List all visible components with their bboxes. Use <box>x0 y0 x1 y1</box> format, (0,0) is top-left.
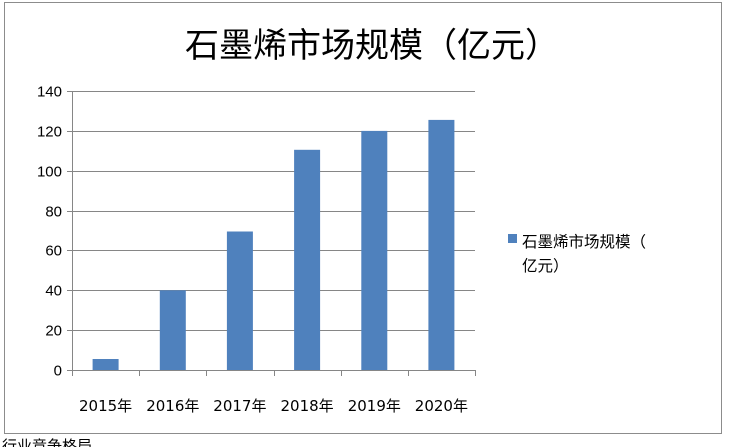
legend-swatch <box>508 234 517 243</box>
y-axis-tick-labels: 0 20 40 60 80 100 120 140 <box>37 84 62 380</box>
legend-label-cont: 亿元） <box>522 257 569 275</box>
y-tick-label: 100 <box>37 164 62 181</box>
bar <box>428 119 455 371</box>
x-category-label: 2019年 <box>348 397 401 415</box>
y-tick-label: 80 <box>45 204 62 221</box>
legend-label: 石墨烯市场规模（ <box>522 233 646 251</box>
x-axis-category-labels: 2015年 2016年 2017年 2018年 2019年 2020年 <box>79 397 468 415</box>
bar <box>294 149 321 370</box>
axes <box>67 91 476 376</box>
bar <box>361 130 388 370</box>
x-category-label: 2015年 <box>79 397 132 415</box>
y-tick-label: 40 <box>45 283 62 300</box>
legend: 石墨烯市场规模（ 亿元） <box>508 233 651 275</box>
y-tick-label: 60 <box>45 243 62 260</box>
y-tick-label: 0 <box>54 363 62 380</box>
x-category-label: 2018年 <box>281 397 334 415</box>
x-category-label: 2020年 <box>415 397 468 415</box>
bars <box>92 119 455 371</box>
chart-title: 石墨烯市场规模（亿元） <box>185 26 559 66</box>
x-category-label: 2016年 <box>146 397 199 415</box>
y-tick-label: 120 <box>37 124 62 141</box>
bar <box>226 231 253 370</box>
footer-caption: 行业竞争格局 <box>2 437 93 447</box>
x-category-label: 2017年 <box>213 397 266 415</box>
bar <box>159 290 186 370</box>
gridlines <box>72 91 475 331</box>
bar <box>92 359 119 370</box>
y-tick-label: 20 <box>45 323 62 340</box>
legend-label-line-1: 石墨烯市场规模（ 亿元） <box>522 233 651 275</box>
y-tick-label: 140 <box>37 84 62 101</box>
